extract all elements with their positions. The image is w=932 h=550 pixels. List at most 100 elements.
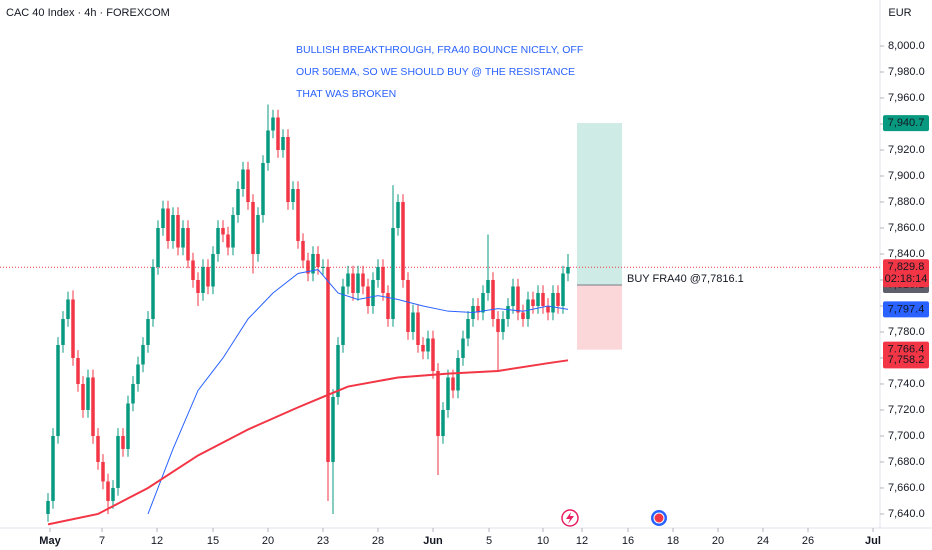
- flag-icon[interactable]: [651, 510, 667, 526]
- price-label: 7,940.7: [888, 117, 925, 129]
- x-tick-label: 7: [99, 535, 105, 547]
- candle-body: [61, 318, 65, 345]
- price-label-box: [883, 259, 929, 288]
- y-tick-label: 7,640.0: [888, 508, 925, 520]
- candle-body: [506, 305, 510, 319]
- candle-body: [71, 299, 75, 358]
- candle-body: [101, 461, 105, 482]
- candle-body: [261, 163, 265, 215]
- price-label: 7,758.2: [888, 354, 925, 366]
- candle-body: [241, 169, 245, 189]
- target-zone: [577, 123, 622, 286]
- y-tick-label: 7,960.0: [888, 92, 925, 104]
- candle-body: [96, 435, 100, 462]
- x-tick-label: 26: [802, 535, 814, 547]
- x-tick-label: 10: [537, 535, 549, 547]
- candle-body: [236, 188, 240, 215]
- candle-body: [66, 299, 70, 319]
- candle-body: [301, 240, 305, 261]
- candle-body: [161, 208, 165, 228]
- candle-body: [171, 214, 175, 241]
- candle-body: [106, 481, 110, 501]
- candle-body: [156, 227, 160, 267]
- y-tick-label: 7,660.0: [888, 482, 925, 494]
- candle-body: [541, 292, 545, 306]
- candle-body: [491, 279, 495, 319]
- y-tick-label: 7,780.0: [888, 326, 925, 338]
- candle-body: [141, 344, 145, 365]
- candle-body: [126, 403, 130, 449]
- candle-body: [511, 286, 515, 306]
- x-tick-label: Jul: [865, 535, 881, 547]
- candle-body: [551, 292, 555, 313]
- candle-body: [516, 286, 520, 313]
- annotation: OUR 50EMA, SO WE SHOULD BUY @ THE RESIST…: [296, 66, 575, 78]
- candle-body: [396, 201, 400, 228]
- x-tick-label: 23: [317, 535, 329, 547]
- candle-body: [231, 214, 235, 248]
- candle-body: [566, 266, 570, 274]
- candle-body: [426, 338, 430, 352]
- candle-body: [186, 227, 190, 261]
- candle-body: [86, 377, 90, 410]
- candle-body: [486, 279, 490, 293]
- currency: EUR: [888, 7, 911, 19]
- candle-body: [351, 273, 355, 293]
- event-icon[interactable]: [561, 509, 579, 527]
- candle-body: [221, 227, 225, 235]
- candle-body: [526, 299, 530, 319]
- price-label: 7,797.4: [888, 303, 925, 315]
- candle-body: [111, 487, 115, 501]
- y-tick-label: 7,880.0: [888, 196, 925, 208]
- candle-body: [81, 383, 85, 410]
- x-tick-label: 28: [372, 535, 384, 547]
- candle-body: [336, 344, 340, 397]
- candle-body: [121, 435, 125, 449]
- candle-body: [381, 266, 385, 293]
- candle-body: [341, 286, 345, 345]
- price-label-box: [883, 352, 929, 369]
- candle-body: [306, 260, 310, 274]
- candle-body: [131, 383, 135, 404]
- candle-body: [206, 266, 210, 287]
- chart-title: CAC 40 Index · 4h · FOREXCOM: [6, 7, 170, 19]
- y-tick-label: 7,720.0: [888, 404, 925, 416]
- candle-body: [436, 370, 440, 436]
- candle-body: [356, 273, 360, 293]
- candle-body: [91, 377, 95, 436]
- x-tick-label: 12: [151, 535, 163, 547]
- price-label: 7,829.8: [888, 261, 925, 273]
- candle-body: [166, 208, 170, 241]
- candle-body: [271, 117, 275, 131]
- y-tick-label: 7,980.0: [888, 66, 925, 78]
- candle-body: [251, 201, 255, 254]
- candle-body: [346, 273, 350, 287]
- candle-body: [561, 273, 565, 306]
- candle-body: [321, 266, 325, 268]
- stop-zone: [577, 285, 622, 350]
- candle-body: [401, 201, 405, 280]
- x-tick-label: Jun: [423, 535, 443, 547]
- candle-body: [496, 318, 500, 332]
- candle-body: [376, 266, 380, 280]
- candle-body: [276, 117, 280, 151]
- x-tick-label: 18: [667, 535, 679, 547]
- candle-body: [466, 318, 470, 339]
- candle-body: [456, 357, 460, 391]
- candle-body: [421, 344, 425, 352]
- y-tick-label: 7,900.0: [888, 170, 925, 182]
- candle-body: [216, 227, 220, 254]
- ema-line: [147, 269, 569, 515]
- candle-body: [361, 273, 365, 287]
- candle-body: [46, 500, 50, 514]
- y-tick-label: 7,700.0: [888, 430, 925, 442]
- annotation: BULLISH BREAKTHROUGH, FRA40 BOUNCE NICEL…: [296, 44, 583, 56]
- candle-body: [531, 299, 535, 306]
- candle-body: [441, 409, 445, 436]
- candle-body: [146, 318, 150, 345]
- y-tick-label: 7,680.0: [888, 456, 925, 468]
- y-tick-label: 8,000.0: [888, 40, 925, 52]
- candle-body: [181, 227, 185, 248]
- candle-body: [226, 234, 230, 248]
- y-tick-label: 7,860.0: [888, 222, 925, 234]
